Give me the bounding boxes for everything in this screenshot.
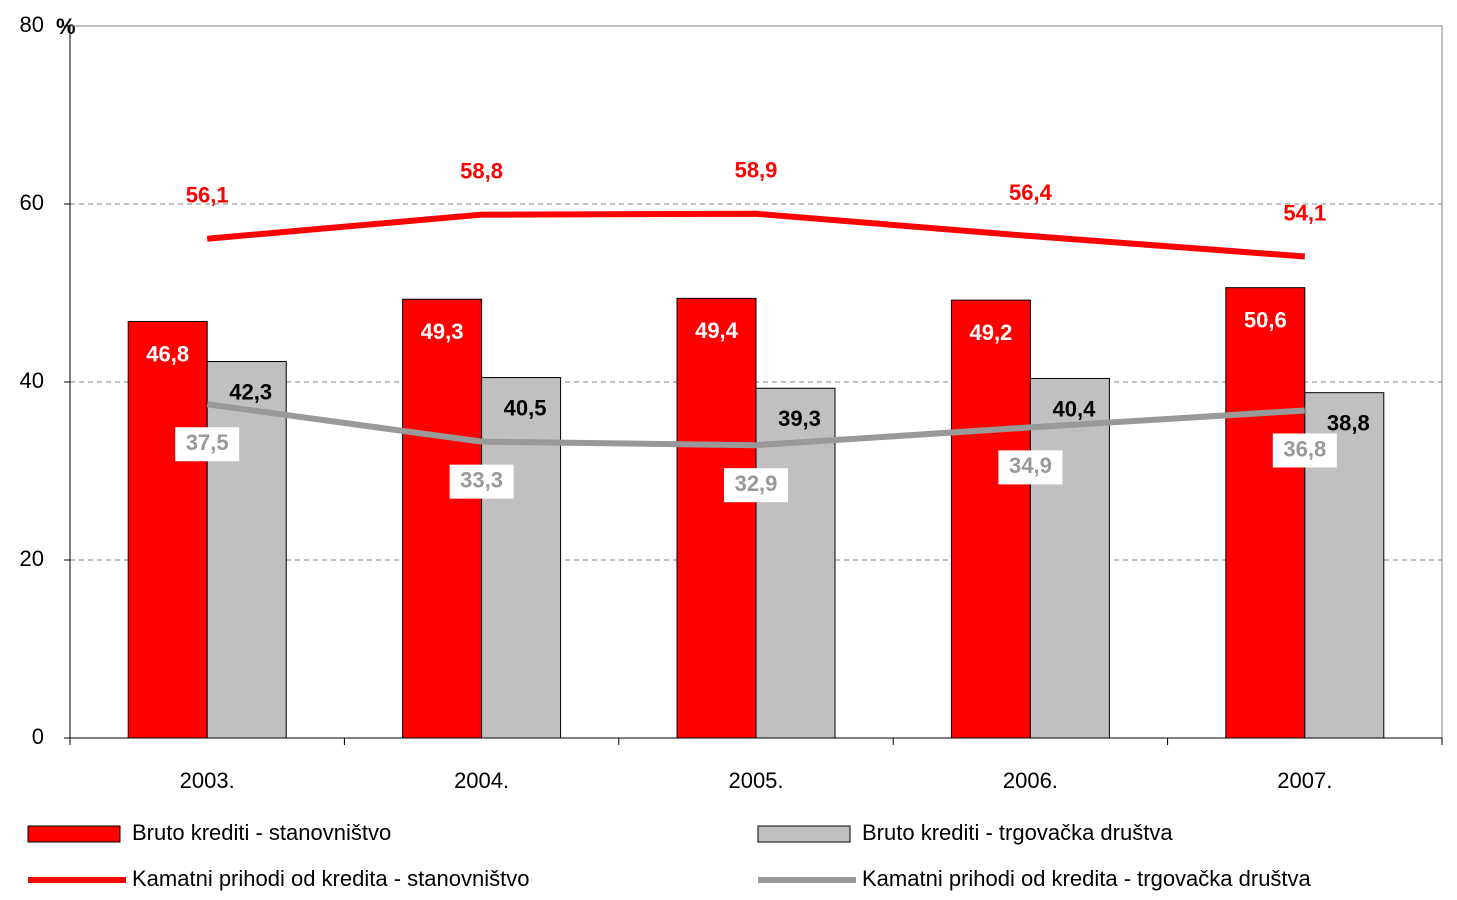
data-label: 50,6 (1244, 307, 1287, 332)
data-label: 33,3 (460, 467, 503, 492)
data-label: 40,4 (1052, 396, 1096, 421)
data-label: 37,5 (186, 430, 229, 455)
bar (950, 299, 1031, 739)
data-label: 49,2 (969, 320, 1012, 345)
data-label: 34,9 (1009, 453, 1052, 478)
label-box (998, 450, 1063, 485)
bar (206, 361, 287, 739)
data-label: 32,9 (735, 471, 778, 496)
y-tick-label: 40 (20, 368, 44, 393)
data-label: 49,4 (695, 318, 739, 343)
data-label: 54,1 (1283, 200, 1326, 225)
legend-label: Bruto krediti - stanovništvo (132, 820, 391, 845)
data-label: 58,8 (460, 158, 503, 183)
label-box (1272, 433, 1337, 468)
x-tick-label: 2003. (180, 768, 235, 793)
x-tick-label: 2007. (1277, 768, 1332, 793)
legend-label: Kamatni prihodi od kredita - trgovačka d… (862, 866, 1312, 891)
y-tick-label: 20 (20, 546, 44, 571)
bar (481, 377, 562, 739)
legend-swatch (27, 825, 121, 843)
y-tick-label: 0 (32, 724, 44, 749)
legend-label: Kamatni prihodi od kredita - stanovništv… (132, 866, 529, 891)
data-label: 36,8 (1283, 436, 1326, 461)
data-label: 49,3 (421, 319, 464, 344)
label-box (724, 468, 788, 503)
y-tick-label: 60 (20, 190, 44, 215)
legend-label: Bruto krediti - trgovačka društva (862, 820, 1173, 845)
bar (127, 320, 208, 739)
data-label: 58,9 (735, 158, 778, 183)
bar (1225, 287, 1306, 739)
data-label: 38,8 (1327, 410, 1370, 435)
bar (402, 298, 483, 739)
label-box (175, 427, 240, 462)
line (206, 210, 1306, 260)
y-tick-label: 80 (20, 12, 44, 37)
x-tick-label: 2006. (1003, 768, 1058, 793)
x-tick-label: 2005. (728, 768, 783, 793)
data-label: 40,5 (504, 395, 547, 420)
label-box (449, 464, 514, 499)
line (206, 401, 1305, 449)
data-label: 39,3 (778, 406, 821, 431)
legend-swatch (757, 825, 851, 843)
bar (676, 297, 757, 739)
data-label: 42,3 (229, 379, 272, 404)
x-tick-label: 2004. (454, 768, 509, 793)
data-label: 56,4 (1009, 180, 1053, 205)
data-label: 56,1 (186, 183, 229, 208)
bar (1029, 377, 1110, 739)
data-label: 46,8 (146, 341, 189, 366)
